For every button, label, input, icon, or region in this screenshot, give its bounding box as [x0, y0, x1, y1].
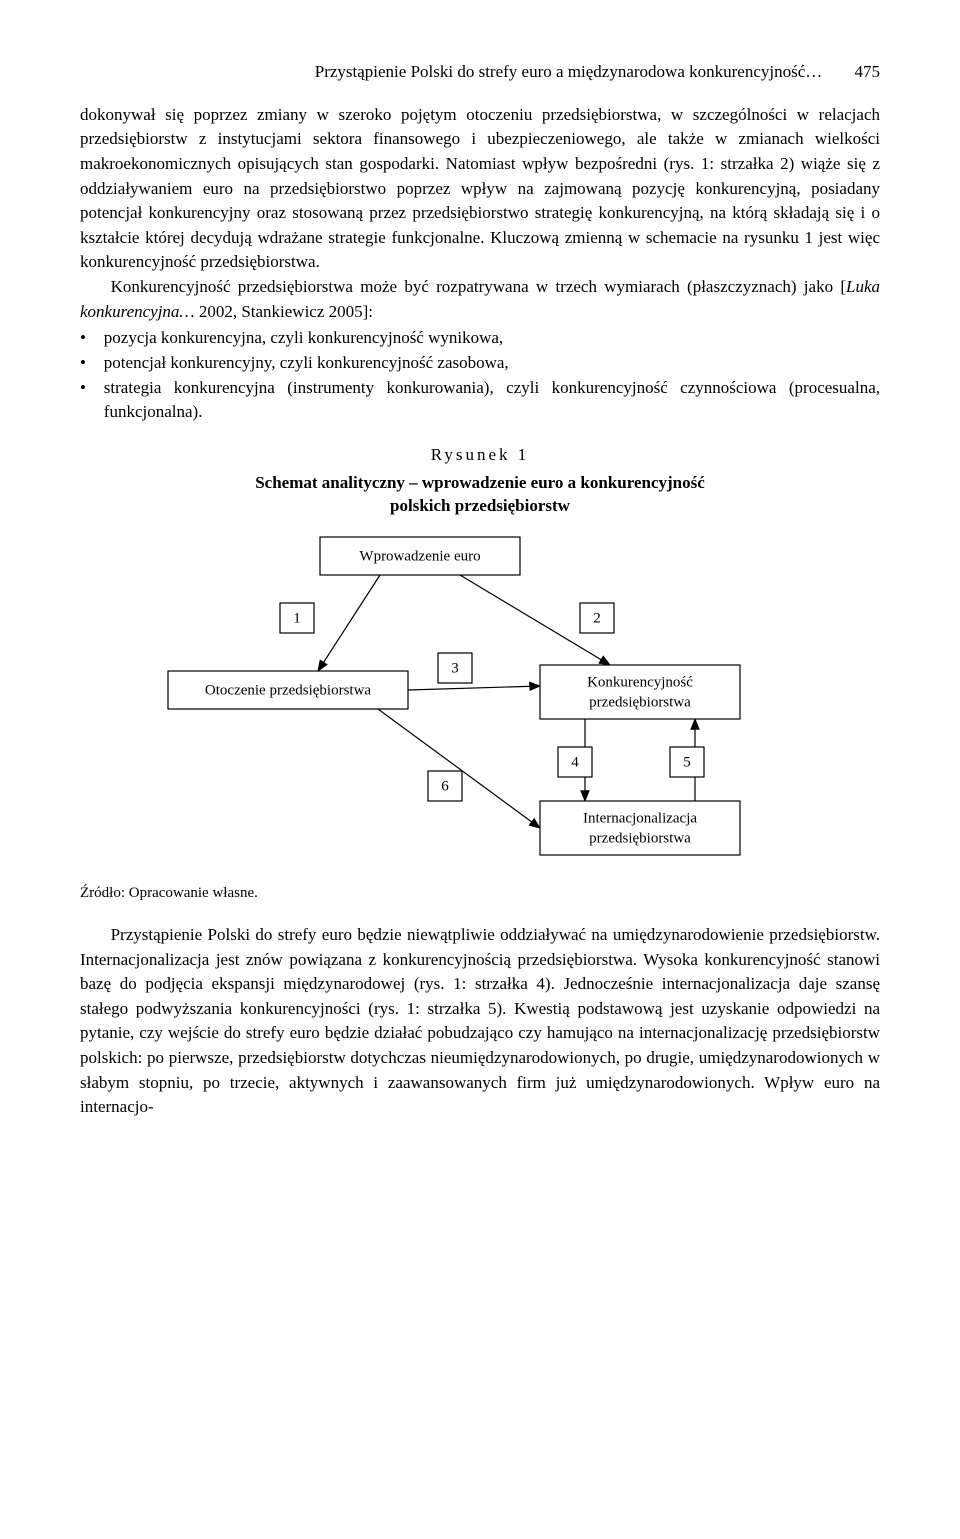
- figure-caption: Rysunek 1 Schemat analityczny – wprowadz…: [80, 443, 880, 518]
- svg-text:4: 4: [571, 755, 579, 771]
- figure-title-line1: Schemat analityczny – wprowadzenie euro …: [255, 473, 705, 492]
- page-number: 475: [855, 62, 881, 81]
- svg-text:3: 3: [451, 661, 459, 677]
- svg-text:Konkurencyjność: Konkurencyjność: [587, 675, 693, 691]
- bullet-list: pozycja konkurencyjna, czyli konkurencyj…: [80, 326, 880, 425]
- svg-text:6: 6: [441, 779, 449, 795]
- svg-text:przedsiębiorstwa: przedsiębiorstwa: [589, 695, 691, 711]
- paragraph-2: Konkurencyjność przedsiębiorstwa może by…: [80, 275, 880, 324]
- figure-diagram: Wprowadzenie euro 1 2 Otoczenie przedsiębio…: [160, 527, 800, 875]
- running-title: Przystąpienie Polski do strefy euro a mi…: [315, 62, 823, 81]
- para2-b: 2002, Stankiewicz 2005]:: [195, 302, 373, 321]
- list-item: strategia konkurencyjna (instrumenty kon…: [80, 376, 880, 425]
- para2-a: Konkurencyjność przedsiębiorstwa może by…: [111, 277, 846, 296]
- list-item: pozycja konkurencyjna, czyli konkurencyj…: [80, 326, 880, 351]
- svg-text:Wprowadzenie euro: Wprowadzenie euro: [359, 549, 480, 565]
- running-header: Przystąpienie Polski do strefy euro a mi…: [80, 60, 880, 85]
- figure-label: Rysunek 1: [80, 443, 880, 468]
- svg-text:5: 5: [683, 755, 691, 771]
- figure-title: Schemat analityczny – wprowadzenie euro …: [80, 472, 880, 518]
- svg-text:przedsiębiorstwa: przedsiębiorstwa: [589, 831, 691, 847]
- svg-text:2: 2: [593, 611, 601, 627]
- figure-source: Źródło: Opracowanie własne.: [80, 883, 880, 905]
- flowchart-svg: Wprowadzenie euro 1 2 Otoczenie przedsiębio…: [160, 527, 800, 867]
- svg-text:1: 1: [293, 611, 301, 627]
- paragraph-3: Przystąpienie Polski do strefy euro będz…: [80, 923, 880, 1120]
- figure-title-line2: polskich przedsiębiorstw: [390, 496, 570, 515]
- paragraph-1: dokonywał się poprzez zmiany w szeroko p…: [80, 103, 880, 275]
- svg-text:Internacjonalizacja: Internacjonalizacja: [583, 811, 697, 827]
- list-item: potencjał konkurencyjny, czyli konkurenc…: [80, 351, 880, 376]
- svg-text:Otoczenie przedsiębiorstwa: Otoczenie przedsiębiorstwa: [205, 683, 372, 699]
